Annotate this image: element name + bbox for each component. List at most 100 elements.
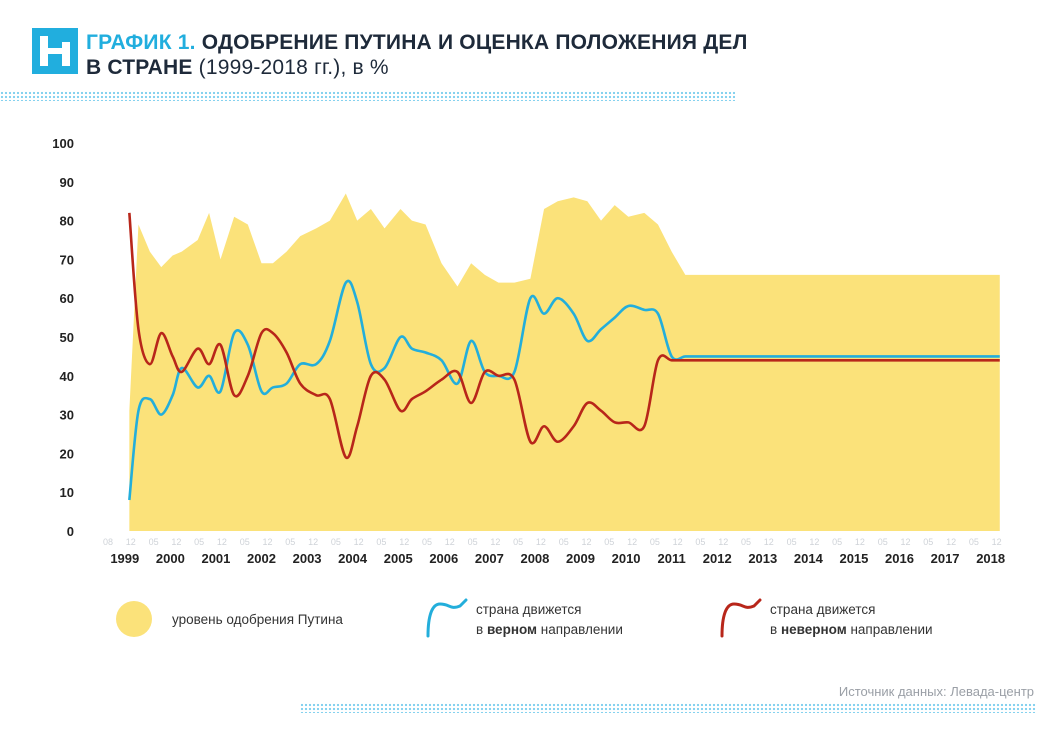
x-month-label: 12 bbox=[399, 537, 409, 547]
x-month-label: 12 bbox=[445, 537, 455, 547]
x-month-label: 12 bbox=[308, 537, 318, 547]
y-tick-label: 90 bbox=[60, 175, 74, 190]
x-year-label: 2002 bbox=[247, 551, 276, 566]
x-month-label: 12 bbox=[354, 537, 364, 547]
x-year-label: 2010 bbox=[612, 551, 641, 566]
legend-right-word-c: направлении bbox=[540, 622, 623, 637]
x-month-label: 05 bbox=[559, 537, 569, 547]
legend-wrong-line1: страна движется bbox=[770, 602, 876, 617]
legend-right-swatch bbox=[426, 598, 468, 638]
x-month-label: 12 bbox=[855, 537, 865, 547]
x-year-label: 2013 bbox=[748, 551, 777, 566]
legend-right-word-b: верном bbox=[486, 622, 538, 637]
legend-wrong-word-c: направлении bbox=[850, 622, 933, 637]
legend-right-word-a: в bbox=[476, 622, 484, 637]
x-month-label: 05 bbox=[969, 537, 979, 547]
x-month-label: 05 bbox=[194, 537, 204, 547]
legend-approval-swatch bbox=[116, 601, 152, 637]
x-year-label: 2001 bbox=[201, 551, 230, 566]
x-month-label: 12 bbox=[171, 537, 181, 547]
x-year-label: 2011 bbox=[658, 551, 686, 566]
x-year-label: 1999 bbox=[110, 551, 139, 566]
x-month-label: 05 bbox=[468, 537, 478, 547]
x-month-label: 05 bbox=[149, 537, 159, 547]
x-year-label: 2018 bbox=[976, 551, 1005, 566]
x-month-label: 12 bbox=[901, 537, 911, 547]
legend-wrong-label: страна движется в неверном направлении bbox=[770, 600, 933, 640]
x-month-label: 12 bbox=[627, 537, 637, 547]
chart: 0 10 20 30 40 50 60 70 80 90 100 08 12 05 12 05 12 05 12 0… bbox=[52, 136, 1005, 566]
x-month-label: 05 bbox=[240, 537, 250, 547]
y-tick-label: 40 bbox=[60, 369, 74, 384]
x-year-label: 2006 bbox=[429, 551, 458, 566]
legend-wrong-swatch bbox=[720, 598, 762, 638]
title-line-2: В СТРАНЕ (1999-2018 гг.), в % bbox=[86, 55, 748, 80]
x-month-label: 05 bbox=[331, 537, 341, 547]
y-tick-label: 30 bbox=[60, 408, 74, 423]
source-note: Источник данных: Левада-центр bbox=[838, 684, 1034, 699]
y-tick-label: 60 bbox=[60, 291, 74, 306]
x-month-label: 05 bbox=[878, 537, 888, 547]
y-tick-label: 100 bbox=[52, 136, 74, 151]
y-tick-label: 70 bbox=[60, 252, 74, 267]
x-year-label: 2005 bbox=[384, 551, 413, 566]
x-month-label: 12 bbox=[809, 537, 819, 547]
x-month-label: 05 bbox=[376, 537, 386, 547]
x-month-label: 05 bbox=[422, 537, 432, 547]
x-month-label: 12 bbox=[992, 537, 1002, 547]
legend-approval-label: уровень одобрения Путина bbox=[172, 612, 343, 627]
x-month-label: 12 bbox=[536, 537, 546, 547]
x-month-label: 12 bbox=[490, 537, 500, 547]
dotted-divider-bottom bbox=[300, 703, 1036, 713]
x-month-label: 12 bbox=[262, 537, 272, 547]
x-month-label: 05 bbox=[787, 537, 797, 547]
x-month-label: 12 bbox=[718, 537, 728, 547]
x-month-label: 12 bbox=[581, 537, 591, 547]
x-year-label: 2008 bbox=[520, 551, 549, 566]
title-line1-text: ОДОБРЕНИЕ ПУТИНА И ОЦЕНКА ПОЛОЖЕНИЯ ДЕЛ bbox=[201, 31, 748, 54]
x-year-label: 2003 bbox=[293, 551, 322, 566]
x-month-label: 05 bbox=[650, 537, 660, 547]
x-month-label: 05 bbox=[695, 537, 705, 547]
x-month-label: 12 bbox=[126, 537, 136, 547]
x-month-label: 05 bbox=[923, 537, 933, 547]
x-month-label: 08 bbox=[103, 537, 113, 547]
legend-right-label: страна движется в верном направлении bbox=[476, 600, 623, 640]
legend-right-line1: страна движется bbox=[476, 602, 582, 617]
x-month-label: 12 bbox=[217, 537, 227, 547]
y-tick-label: 80 bbox=[60, 214, 74, 229]
x-month-label: 05 bbox=[513, 537, 523, 547]
dotted-divider-top bbox=[0, 91, 735, 101]
x-month-label: 05 bbox=[285, 537, 295, 547]
legend-wrong-word-b: неверном bbox=[780, 622, 847, 637]
x-year-label: 2004 bbox=[338, 551, 368, 566]
x-year-label: 2014 bbox=[794, 551, 824, 566]
y-tick-label: 20 bbox=[60, 446, 74, 461]
logo-icon bbox=[32, 28, 78, 74]
legend-wrong-line2: в неверном направлении bbox=[770, 620, 933, 640]
x-year-label: 2007 bbox=[475, 551, 504, 566]
x-month-label: 05 bbox=[832, 537, 842, 547]
title-line2-bold: В СТРАНЕ bbox=[86, 56, 193, 79]
title-prefix: ГРАФИК 1. bbox=[86, 31, 196, 54]
x-month-label: 12 bbox=[764, 537, 774, 547]
legend-wrong-word-a: в bbox=[770, 622, 778, 637]
wrong-direction-line bbox=[128, 212, 1000, 460]
chart-title: ГРАФИК 1. ОДОБРЕНИЕ ПУТИНА И ОЦЕНКА ПОЛО… bbox=[86, 30, 748, 80]
legend-right-line2: в верном направлении bbox=[476, 620, 623, 640]
y-tick-label: 10 bbox=[60, 485, 74, 500]
x-month-label: 05 bbox=[741, 537, 751, 547]
x-month-label: 12 bbox=[673, 537, 683, 547]
x-month-label: 05 bbox=[604, 537, 614, 547]
y-tick-label: 0 bbox=[67, 524, 74, 539]
title-line-1: ГРАФИК 1. ОДОБРЕНИЕ ПУТИНА И ОЦЕНКА ПОЛО… bbox=[86, 30, 748, 55]
x-year-label: 2016 bbox=[885, 551, 914, 566]
x-year-label: 2000 bbox=[156, 551, 185, 566]
approval-area bbox=[129, 193, 1000, 531]
x-year-label: 2015 bbox=[839, 551, 868, 566]
y-tick-label: 50 bbox=[60, 330, 74, 345]
title-line2-rest: (1999-2018 гг.), в % bbox=[198, 56, 389, 79]
x-year-label: 2017 bbox=[931, 551, 960, 566]
x-year-label: 2009 bbox=[566, 551, 595, 566]
x-year-label: 2012 bbox=[703, 551, 732, 566]
